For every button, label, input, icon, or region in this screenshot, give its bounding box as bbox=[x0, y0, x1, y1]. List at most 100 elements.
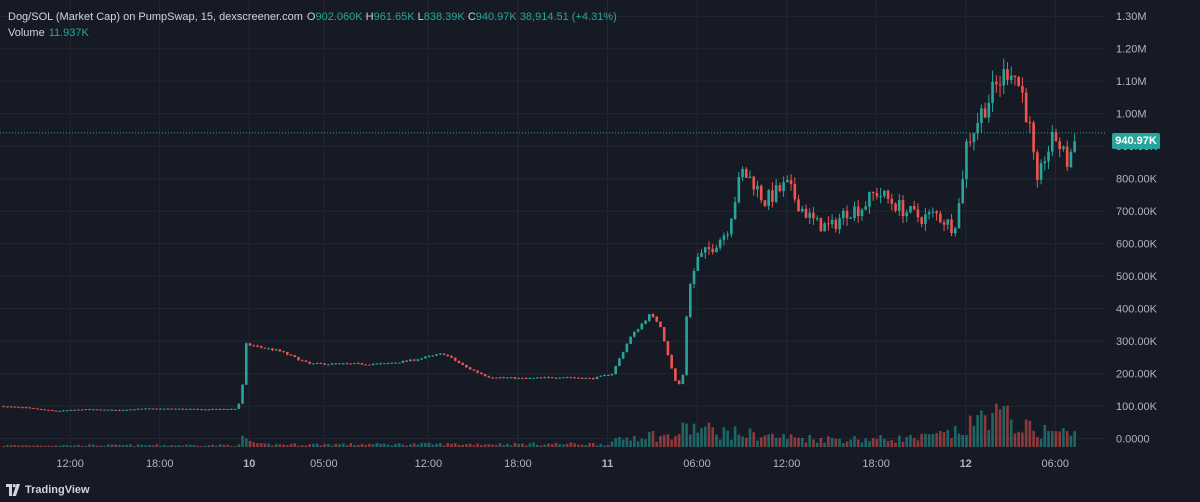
volume-bar bbox=[536, 444, 539, 447]
candle-body bbox=[177, 408, 181, 410]
volume-bar bbox=[647, 431, 651, 447]
candle-body bbox=[69, 409, 73, 411]
volume-bar bbox=[256, 443, 259, 447]
volume-bar bbox=[386, 444, 390, 447]
candle-body bbox=[129, 409, 132, 411]
volume-bar bbox=[457, 444, 461, 447]
volume-bar bbox=[905, 436, 909, 447]
candle-body bbox=[494, 377, 498, 379]
volume-bar bbox=[633, 436, 636, 447]
volume-bar bbox=[849, 439, 853, 447]
volume-bar bbox=[614, 438, 617, 447]
candle-body bbox=[894, 203, 897, 211]
volume-bar bbox=[252, 442, 256, 447]
volume-bar bbox=[431, 444, 435, 447]
volume-bar bbox=[875, 438, 879, 447]
volume-bar bbox=[390, 445, 394, 447]
candle-body bbox=[28, 407, 32, 409]
volume-bar bbox=[323, 444, 326, 447]
candle-body bbox=[286, 352, 289, 355]
volume-bar bbox=[450, 443, 453, 447]
volume-bar bbox=[912, 438, 916, 447]
volume-bar bbox=[744, 437, 748, 447]
candle-body bbox=[88, 409, 91, 411]
volume-bar bbox=[871, 437, 875, 447]
candle-body bbox=[987, 102, 991, 118]
volume-bar bbox=[595, 445, 599, 447]
volume-bar bbox=[677, 434, 681, 447]
x-tick-label: 12 bbox=[960, 458, 972, 470]
y-tick-label: 1.20M bbox=[1116, 44, 1147, 56]
candle-body bbox=[767, 190, 770, 206]
volume-bar bbox=[349, 442, 353, 447]
candle-body bbox=[383, 363, 386, 365]
volume-bar bbox=[588, 442, 591, 447]
volume-bar bbox=[629, 440, 632, 447]
candle-body bbox=[252, 345, 256, 347]
volume-bar bbox=[297, 445, 300, 447]
time-axis[interactable]: 12:00 18:00 10 05:00 12:00 18:00 11 06:00 12:00 1… bbox=[56, 458, 1069, 470]
candle-body bbox=[916, 209, 920, 218]
volume-bar bbox=[319, 445, 323, 447]
volume-bar bbox=[812, 439, 815, 447]
volume-bar bbox=[554, 442, 558, 447]
candle-body bbox=[271, 348, 274, 351]
volume-bar bbox=[856, 439, 860, 447]
volume-bar bbox=[897, 435, 901, 447]
candle-body bbox=[498, 377, 502, 379]
volume-bar bbox=[823, 442, 826, 447]
volume-bar bbox=[644, 439, 647, 447]
candle-body bbox=[808, 212, 812, 218]
candle-body bbox=[118, 409, 121, 411]
candle-body bbox=[1024, 92, 1028, 123]
volume-bar bbox=[9, 445, 13, 447]
candle-body bbox=[532, 377, 535, 379]
volume-bar bbox=[1062, 428, 1065, 447]
volume-bar bbox=[218, 444, 222, 447]
candle-body bbox=[476, 370, 479, 373]
volume-bar bbox=[1006, 405, 1009, 447]
volume-bar bbox=[1009, 419, 1013, 447]
volume-bar bbox=[1043, 424, 1047, 447]
candle-body bbox=[36, 408, 39, 410]
candle-body bbox=[125, 409, 129, 411]
volume-bar bbox=[73, 445, 76, 447]
candle-body bbox=[315, 363, 319, 365]
volume-bar bbox=[909, 434, 912, 447]
volume-bar bbox=[379, 443, 382, 447]
candle-body bbox=[883, 190, 886, 197]
candle-body bbox=[726, 234, 729, 236]
candle-body bbox=[909, 206, 912, 213]
x-tick-label: 18:00 bbox=[146, 458, 174, 470]
candle-body bbox=[793, 184, 797, 200]
candle-body bbox=[304, 360, 308, 362]
candle-body bbox=[192, 408, 196, 410]
footer-branding[interactable]: TradingView bbox=[6, 480, 90, 500]
symbol-title[interactable]: Dog/SOL (Market Cap) on PumpSwap, 15, de… bbox=[8, 11, 303, 23]
candle-body bbox=[983, 108, 987, 118]
volume-bar bbox=[577, 444, 580, 447]
candle-body bbox=[1017, 77, 1020, 87]
candle-body bbox=[942, 222, 946, 225]
x-tick-label: 11 bbox=[602, 458, 614, 470]
candle-body bbox=[800, 208, 804, 212]
candle-body bbox=[136, 408, 140, 410]
volume-bar bbox=[215, 445, 218, 447]
y-tick-label: 0.0000 bbox=[1116, 434, 1150, 446]
volume-row: Volume 11.937K bbox=[8, 25, 617, 41]
volume-bar bbox=[718, 439, 722, 447]
volume-bar bbox=[103, 445, 106, 447]
candle-body bbox=[327, 364, 330, 366]
price-axis[interactable]: 1.30M1.20M1.10M1.00M900.00K800.00K700.00… bbox=[1116, 11, 1158, 445]
volume-bar bbox=[603, 445, 606, 447]
candle-body bbox=[957, 203, 961, 229]
candle-body bbox=[397, 362, 401, 364]
volume-bar bbox=[263, 443, 267, 447]
candle-body bbox=[1065, 146, 1069, 168]
candle-body bbox=[188, 408, 192, 410]
candle-body bbox=[827, 223, 830, 225]
candle-body bbox=[591, 377, 595, 380]
candle-body bbox=[547, 377, 550, 379]
candle-body bbox=[226, 408, 229, 410]
